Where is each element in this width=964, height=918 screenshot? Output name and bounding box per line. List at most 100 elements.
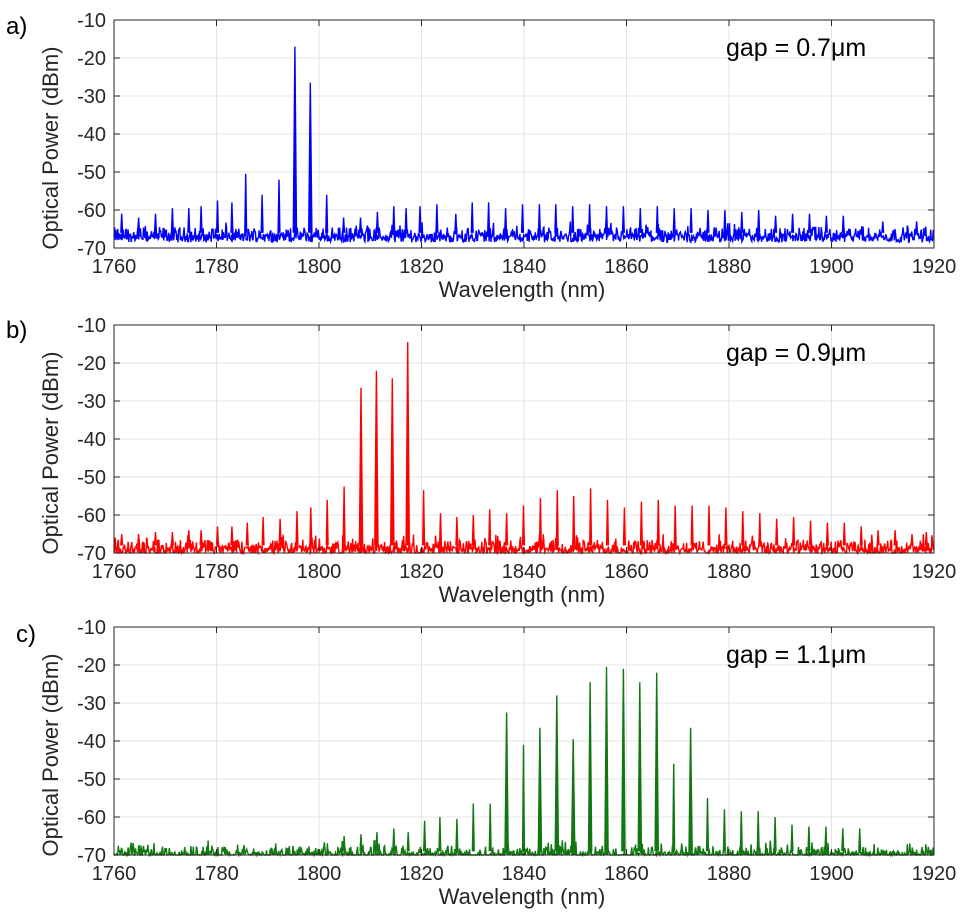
spectral-peak [230,202,234,233]
spectral-peak [554,204,558,233]
spectral-peak [137,533,141,546]
x-tick-label: 1920 [912,256,957,278]
spectral-peak [438,816,442,852]
spectral-peak [374,370,379,546]
spectral-peak [807,826,811,852]
spectral-peak [244,173,248,233]
panel-label: c) [16,621,36,648]
spectral-peak [588,204,592,233]
spectral-peak [505,513,509,546]
spectral-peak [655,206,659,233]
spectral-peak [841,828,845,852]
spectral-peak [487,202,491,233]
spectral-peak [858,828,862,852]
spectral-peak [790,824,794,852]
spectral-peak [199,206,203,233]
spectral-peak [688,727,693,852]
x-tick-label: 1900 [809,256,854,278]
spectral-peak [422,490,426,546]
x-tick-label: 1860 [604,256,649,278]
spectral-peak [654,672,659,852]
spectral-peak [722,809,726,852]
spectral-peak [808,520,813,546]
y-axis-label: Optical Power (dBm) [38,654,63,857]
x-tick-label: 1800 [297,561,342,583]
spectral-peak [261,516,265,546]
spectral-peak [295,511,299,546]
spectral-peak [325,499,329,546]
spectral-peak [621,206,625,233]
spectral-peak [392,206,396,233]
spectral-peak [705,797,710,852]
spectral-peak [471,514,475,546]
spectral-peak [690,505,694,546]
gap-annotation: gap = 0.9μm [726,339,866,367]
spectral-peak [375,211,379,233]
spectral-peak [260,194,264,233]
spectral-peak [910,533,914,546]
spectral-peak [859,526,863,546]
spectral-peak [423,820,427,852]
y-tick-label: -10 [77,10,106,32]
x-tick-label: 1780 [194,256,239,278]
spectral-peak [824,215,828,233]
spectral-peak [153,213,158,233]
gap-annotation: gap = 1.1μm [726,641,866,669]
spectral-peak [187,530,191,546]
x-tick-label: 1900 [809,863,854,885]
y-tick-label: -70 [77,543,106,565]
spectral-peak [792,516,796,546]
y-tick-label: -10 [77,315,106,337]
spectral-peak [773,816,777,852]
spectral-peak [756,811,760,852]
spectral-peak [774,215,778,233]
chart-panel-a: 1760 1780 1800 1820 1840 1860 1880 1900 1920 -70 -… [6,10,956,302]
spectral-peak [824,826,828,852]
y-tick-label: -20 [77,655,106,677]
spectral-peak [893,530,897,546]
spectral-peak [656,499,660,546]
spectral-peak [153,532,158,546]
y-tick-label: -40 [77,429,106,451]
spectral-peak [504,712,509,852]
spectral-peak [881,221,885,233]
spectral-peak [342,486,346,546]
y-tick-label: -50 [77,769,106,791]
spectral-peak [170,208,174,233]
spectral-peak [672,763,676,852]
spectral-peak [342,835,346,852]
spectral-peak [554,695,560,852]
spectral-peak [673,505,677,546]
spectral-peak [215,200,220,233]
x-axis-label: Wavelength (nm) [439,884,606,909]
x-tick-label: 1920 [912,863,957,885]
y-tick-label: -30 [77,391,106,413]
spectral-peak [170,532,174,546]
y-tick-label: -70 [77,238,106,260]
spectral-peak [390,378,395,546]
spectral-peak [454,213,458,233]
x-tick-label: 1920 [912,561,957,583]
spectral-peak [325,194,329,233]
spectral-peak [392,828,396,852]
x-tick-label: 1760 [92,256,137,278]
chart-panel-c: 1760 1780 1800 1820 1840 1860 1880 1900 1920 -70 -… [16,617,956,909]
spectral-peak [605,499,610,546]
x-tick-label: 1840 [502,256,547,278]
spectral-peak [470,202,474,233]
spectral-peak [537,727,543,852]
spectral-peak [915,221,919,233]
y-tick-label: -20 [77,353,106,375]
spectral-peak [924,532,928,546]
spectral-peak [758,513,762,546]
y-tick-label: -30 [77,693,106,715]
spectral-peak [120,533,124,546]
x-tick-label: 1880 [707,863,752,885]
spectral-peak [842,522,846,546]
spectral-peak [622,507,626,546]
spectral-peak [775,518,779,546]
spectral-peak [672,208,676,233]
x-tick-label: 1820 [399,256,444,278]
y-tick-label: -60 [77,200,106,222]
spectral-peak [488,803,492,852]
